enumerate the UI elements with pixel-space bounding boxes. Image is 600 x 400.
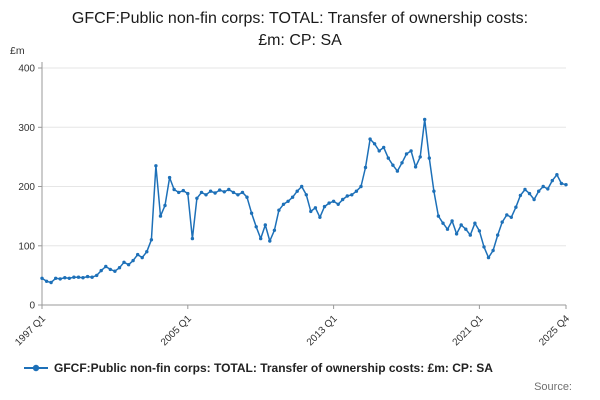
svg-text:2005 Q1: 2005 Q1 bbox=[159, 313, 194, 348]
svg-text:300: 300 bbox=[18, 123, 35, 134]
svg-text:1997 Q1: 1997 Q1 bbox=[13, 313, 48, 348]
svg-text:100: 100 bbox=[18, 241, 35, 252]
svg-text:2013 Q1: 2013 Q1 bbox=[305, 313, 340, 348]
line-chart-plot: 0 100 200 300 400 1997 Q1 2005 Q1 2013 Q1 2021 Q… bbox=[13, 62, 572, 348]
legend-line-marker bbox=[24, 364, 48, 372]
legend: GFCF:Public non-fin corps: TOTAL: Transf… bbox=[24, 361, 590, 375]
svg-text:2025 Q4: 2025 Q4 bbox=[537, 313, 572, 348]
legend-label: GFCF:Public non-fin corps: TOTAL: Transf… bbox=[54, 361, 493, 375]
svg-text:2021 Q1: 2021 Q1 bbox=[451, 313, 486, 348]
svg-text:400: 400 bbox=[18, 64, 35, 75]
y-axis-unit-label: £m bbox=[10, 45, 25, 57]
svg-text:200: 200 bbox=[18, 182, 35, 193]
svg-text:0: 0 bbox=[29, 301, 35, 312]
source-label: Source: bbox=[534, 381, 572, 393]
chart-title: GFCF:Public non-fin corps: TOTAL: Transf… bbox=[71, 10, 529, 49]
